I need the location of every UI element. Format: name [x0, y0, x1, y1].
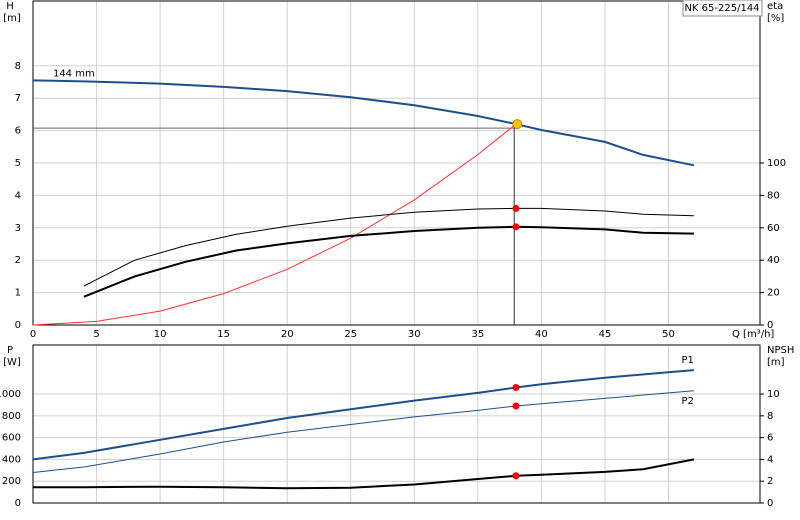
y2-tick-label: 40 — [767, 255, 780, 266]
x-tick-label: 0 — [30, 329, 36, 340]
x-tick-label: 10 — [154, 329, 167, 340]
y-tick-label: 800 — [2, 411, 21, 422]
y2-tick-label: 100 — [767, 158, 786, 169]
marker — [512, 472, 520, 480]
x-tick-label: 15 — [217, 329, 230, 340]
y-tick-label: 600 — [2, 433, 21, 444]
y2-axis-label: eta — [767, 1, 783, 12]
y-axis-unit: [m] — [3, 13, 21, 24]
curve — [83, 207, 694, 287]
y2-tick-label: 10 — [767, 389, 780, 400]
y2-axis-unit: [m] — [767, 357, 785, 368]
y2-tick-label: 20 — [767, 288, 780, 299]
curve — [32, 369, 694, 461]
x-tick-label: 5 — [93, 329, 99, 340]
duty-point — [512, 119, 523, 130]
x-tick-label: 25 — [344, 329, 357, 340]
x-axis-label: Q [m³/h] — [732, 329, 774, 340]
y-tick-label: 3 — [15, 223, 21, 234]
y2-tick-label: 4 — [767, 454, 773, 465]
y-tick-label: 8 — [15, 61, 21, 72]
title-box — [682, 0, 763, 17]
curve — [83, 225, 694, 298]
marker — [512, 204, 520, 212]
curve — [33, 458, 695, 490]
y2-tick-label: 2 — [767, 476, 773, 487]
plot-frame — [32, 0, 761, 326]
x-tick-label: 35 — [471, 329, 484, 340]
x-tick-label: 30 — [408, 329, 421, 340]
marker — [512, 383, 520, 391]
y2-tick-label: 8 — [767, 411, 773, 422]
y2-tick-label: 6 — [767, 433, 773, 444]
y2-tick-label: 0 — [767, 320, 773, 331]
x-tick-label: 50 — [662, 329, 675, 340]
curve — [32, 123, 517, 326]
y-tick-label: 6 — [15, 126, 21, 137]
y-axis-label: H — [6, 1, 14, 12]
y2-tick-label: 80 — [767, 190, 780, 201]
series-label: 144 mm — [53, 68, 95, 79]
y-tick-label: 200 — [2, 476, 21, 487]
y2-axis-unit: [%] — [767, 13, 784, 24]
y-tick-label: 5 — [15, 158, 21, 169]
y-tick-label: 4 — [15, 190, 21, 201]
x-tick-label: 20 — [281, 329, 294, 340]
y-tick-label: 0 — [15, 498, 21, 509]
y2-axis-label: NPSH — [767, 345, 794, 356]
marker — [512, 402, 520, 410]
x-tick-label: 40 — [535, 329, 548, 340]
y2-tick-label: 0 — [767, 498, 773, 509]
y-axis-label: P — [7, 345, 13, 356]
marker — [512, 223, 520, 231]
series-label: P1 — [682, 355, 694, 366]
curve — [32, 79, 695, 167]
y2-tick-label: 60 — [767, 223, 780, 234]
curve — [32, 390, 694, 473]
y-tick-label: 1 — [15, 288, 21, 299]
y-tick-label: 2 — [15, 255, 21, 266]
x-tick-label: 45 — [599, 329, 612, 340]
y-axis-unit: [W] — [3, 357, 21, 368]
series-label: P2 — [682, 396, 694, 407]
y-tick-label: 7 — [15, 93, 21, 104]
plot-frame — [32, 344, 761, 504]
chart-title: NK 65-225/144 — [684, 3, 759, 14]
y-tick-label: 0 — [15, 320, 21, 331]
y-tick-label: 400 — [2, 454, 21, 465]
